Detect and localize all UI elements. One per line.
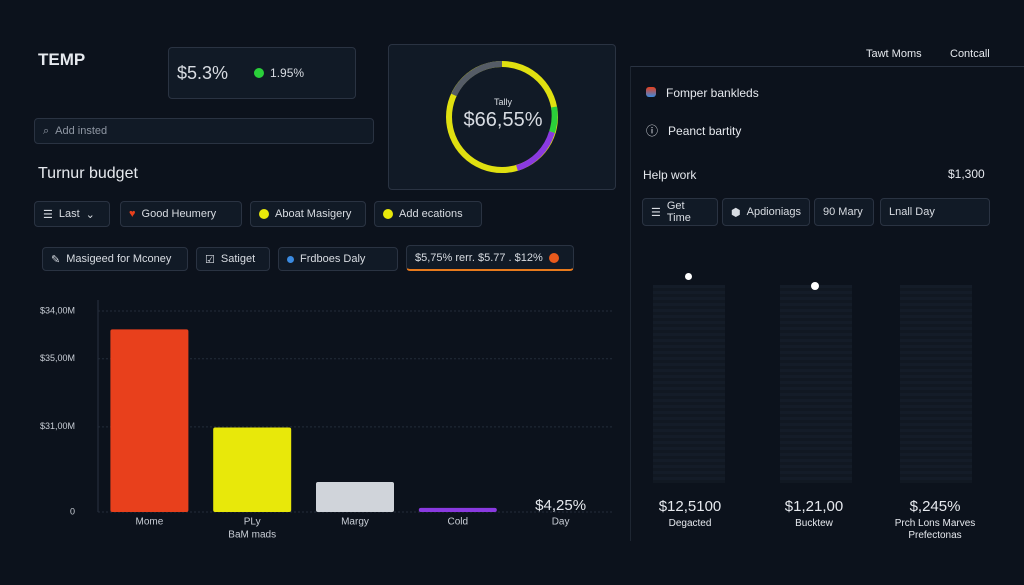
stat-card: $5.3% 1.95% <box>168 47 356 99</box>
help: Help work <box>643 168 697 182</box>
chip-label: $5,75% rerr. $5.77 . $12% <box>415 251 543 264</box>
divider <box>630 66 1024 67</box>
marker <box>685 273 692 280</box>
title: TEMP <box>38 50 86 69</box>
side-item[interactable]: ⓘ Peanct bartity <box>646 124 742 138</box>
donut-label: Tally <box>493 97 512 107</box>
y-tick-label: $31,00M <box>40 421 75 431</box>
button-label: Apdioniags <box>746 206 802 218</box>
bar <box>418 507 497 512</box>
filter-label: Add ecations <box>399 208 463 220</box>
column-label: Bucktew <box>795 518 833 529</box>
annotation: $4,25% <box>535 497 586 514</box>
filter-label: Last <box>58 208 80 220</box>
donut-card: Tally $66,55% <box>388 44 616 190</box>
bar <box>316 482 394 512</box>
icon <box>254 68 265 78</box>
x-sublabel: BaM mads <box>228 530 276 541</box>
x-tick-label: Day <box>552 517 570 528</box>
y-tick-label: 0 <box>70 506 75 516</box>
button-label: Lnall Day <box>889 206 935 218</box>
marker <box>811 282 819 290</box>
chip-label: Masigeed for Mconey <box>66 253 172 265</box>
side-item-label: Peanct bartity <box>668 124 742 138</box>
stat: $5.3% <box>177 62 229 83</box>
filter[interactable]: Add ecations <box>374 201 482 227</box>
ring-part <box>549 106 558 133</box>
side-item-label: Fomper bankleds <box>666 86 759 100</box>
y-tick-label: $34,00M <box>40 305 75 315</box>
button-label: 90 Mary <box>823 206 863 218</box>
section-title: Turnur budget <box>38 165 138 182</box>
divider <box>630 66 631 541</box>
column-value: $,245% <box>909 498 961 515</box>
filter-label: Aboat Masigery <box>275 208 352 220</box>
tab[interactable]: Tawt Moms <box>866 48 922 67</box>
x-tick-label: Cold <box>448 517 469 528</box>
bar <box>110 329 189 512</box>
ring-part <box>451 61 503 97</box>
bar <box>213 427 292 512</box>
column-label: Degacted <box>668 518 712 529</box>
search[interactable]: ⌕ Add insted <box>34 118 374 144</box>
stat-change: 1.95% <box>270 66 305 80</box>
y-tick-label: $35,00M <box>40 353 75 363</box>
filter[interactable]: Aboat Masigery <box>250 201 366 227</box>
column <box>653 285 725 483</box>
button-label: Get Time <box>666 200 691 224</box>
x-tick-label: PLy <box>244 517 261 528</box>
chip[interactable]: ✎ Masigeed for Mconey <box>42 247 188 271</box>
chip[interactable]: Frdboes Daly <box>278 247 398 271</box>
ring-part <box>515 131 555 171</box>
column-value: $1,21,00 <box>784 498 844 515</box>
button[interactable]: 90 Mary <box>814 198 874 226</box>
button[interactable]: ☰ Get Time <box>642 198 718 226</box>
column <box>780 285 852 483</box>
tab[interactable]: Contcall <box>950 48 990 60</box>
column-label: Prch Lons Marves Prefectonas <box>894 518 976 541</box>
search-placeholder: Add insted <box>55 125 108 137</box>
filter[interactable]: ♥ Good Heumery <box>120 201 242 227</box>
help-value: $1,300 <box>948 167 985 181</box>
x-tick-label: Margy <box>341 517 369 528</box>
chip-label: Frdboes Daly <box>300 253 366 265</box>
column-value: $12,5100 <box>658 498 722 515</box>
chip[interactable]: ☑ Satiget <box>196 247 270 271</box>
filter-label: Good Heumery <box>141 208 217 220</box>
x-tick-label: Mome <box>136 517 164 528</box>
button[interactable]: Lnall Day <box>880 198 990 226</box>
filter[interactable]: ☰ Last ⌄ <box>34 201 110 227</box>
chip-label: Satiget <box>220 253 256 265</box>
column <box>900 285 972 483</box>
button[interactable]: ⬢ Apdioniags <box>722 198 810 226</box>
donut <box>446 61 558 173</box>
side-item[interactable]: Fomper bankleds <box>646 86 759 100</box>
chip[interactable]: $5,75% rerr. $5.77 . $12% <box>406 245 574 271</box>
donut-value: $66,55% <box>463 109 543 131</box>
